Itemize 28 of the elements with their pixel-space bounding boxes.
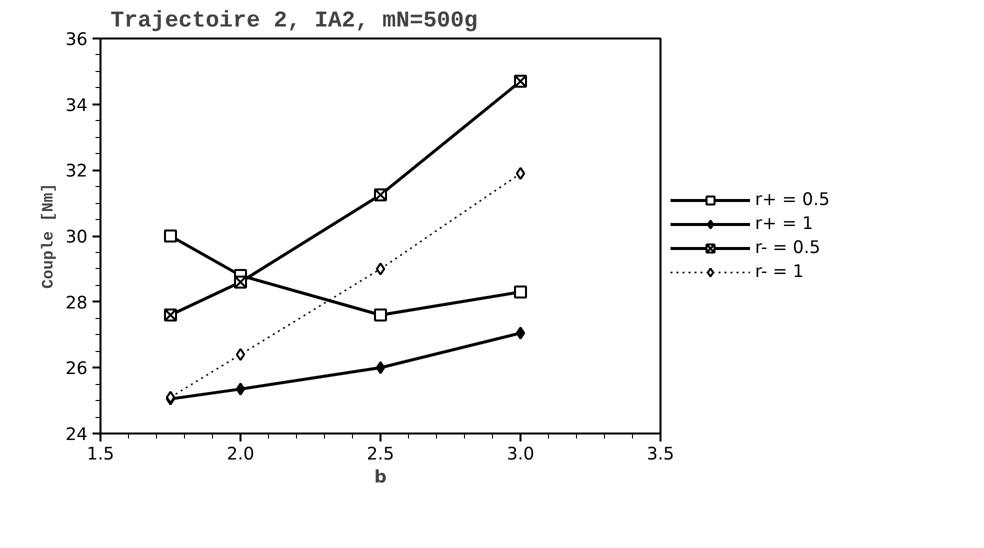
- legend-label: r+ = 1: [755, 214, 814, 234]
- point: [374, 308, 387, 322]
- y-tick-label: 36: [65, 30, 88, 50]
- x-tick-label: 3.5: [646, 444, 674, 464]
- x-axis-title: b: [374, 468, 387, 488]
- legend-label: r- = 1: [755, 262, 804, 282]
- y-tick-label: 24: [65, 425, 88, 445]
- chart-title: Trajectoire 2, IA2, mN=500g: [110, 8, 478, 34]
- y-tick-label: 32: [65, 162, 88, 182]
- y-axis-title: Couple [Nm]: [39, 183, 58, 289]
- y-tick-label: 28: [65, 293, 88, 314]
- x-tick-label: 2.0: [226, 444, 254, 464]
- point: [236, 382, 246, 396]
- x-tick-label: 1.5: [86, 444, 114, 464]
- point: [164, 230, 177, 242]
- x-tick-label: 2.5: [366, 444, 394, 464]
- point: [376, 262, 386, 276]
- y-tick-label: 30: [65, 228, 88, 248]
- legend-label: r+ = 0.5: [755, 190, 830, 210]
- point: [376, 361, 386, 374]
- point: [516, 166, 526, 180]
- y-tick-label: 34: [65, 96, 88, 116]
- y-tick-label: 26: [65, 359, 88, 380]
- point: [514, 285, 527, 298]
- point: [516, 326, 526, 340]
- legend-label: r- = 0.5: [755, 238, 820, 258]
- x-tick-label: 3.0: [506, 444, 534, 464]
- point: [236, 348, 246, 361]
